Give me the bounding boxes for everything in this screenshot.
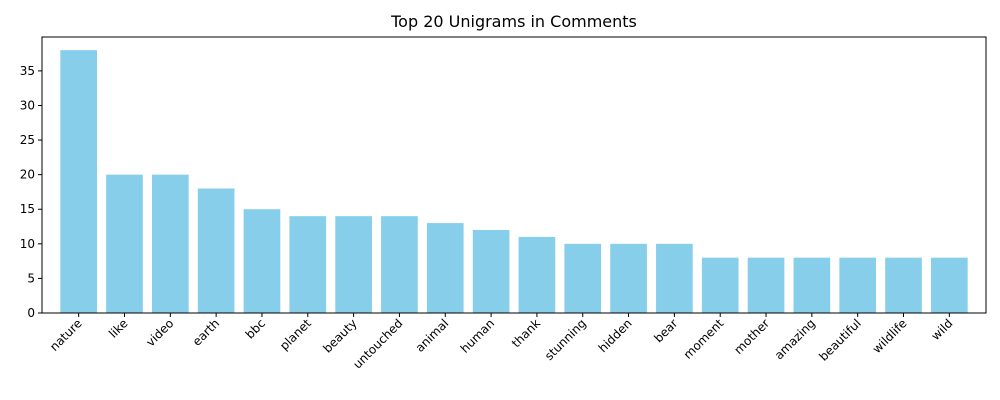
y-tick-label: 15 bbox=[20, 202, 35, 216]
x-tick-label: beauty bbox=[320, 316, 359, 355]
bar-earth bbox=[197, 188, 235, 313]
bar-planet bbox=[289, 216, 327, 313]
x-tick-label: earth bbox=[190, 316, 223, 349]
x-tick-label: untouched bbox=[350, 316, 405, 371]
bar-animal bbox=[426, 223, 464, 313]
chart-title: Top 20 Unigrams in Comments bbox=[391, 12, 637, 31]
bar-stunning bbox=[564, 243, 602, 313]
bar-thank bbox=[518, 236, 556, 313]
x-tick-label: hidden bbox=[596, 316, 635, 355]
bar-bear bbox=[656, 243, 693, 313]
x-tick-label: like bbox=[106, 316, 130, 340]
x-tick-label: amazing bbox=[772, 316, 818, 362]
y-tick-label: 35 bbox=[20, 64, 35, 78]
bar-untouched bbox=[381, 216, 418, 313]
y-tick-label: 30 bbox=[20, 98, 35, 112]
bar-human bbox=[472, 229, 510, 313]
x-tick-label: bbc bbox=[243, 316, 268, 341]
y-tick-label: 20 bbox=[20, 168, 35, 182]
bar-mother bbox=[747, 257, 785, 313]
x-tick-label: stunning bbox=[542, 316, 589, 363]
bar-beautiful bbox=[839, 257, 877, 313]
y-tick-label: 10 bbox=[20, 237, 35, 251]
y-tick-label: 0 bbox=[27, 306, 35, 320]
y-tick-label: 25 bbox=[20, 133, 35, 147]
x-tick-label: human bbox=[458, 316, 497, 355]
x-tick-label: animal bbox=[413, 316, 452, 355]
bar-wildlife bbox=[885, 257, 922, 313]
bar-beauty bbox=[335, 216, 372, 313]
bar-moment bbox=[701, 257, 739, 313]
x-tick-label: video bbox=[143, 316, 176, 349]
x-tick-label: thank bbox=[509, 316, 543, 350]
bar-like bbox=[106, 174, 143, 313]
x-tick-label: nature bbox=[47, 316, 85, 354]
bar-nature bbox=[60, 50, 97, 314]
x-tick-label: mother bbox=[731, 316, 772, 357]
bar-wild bbox=[931, 257, 968, 313]
bar-hidden bbox=[610, 243, 647, 313]
bar-video bbox=[151, 174, 189, 313]
y-tick-label: 5 bbox=[27, 271, 35, 285]
bar-amazing bbox=[793, 257, 831, 313]
bar-bbc bbox=[243, 209, 281, 313]
x-tick-label: moment bbox=[681, 316, 727, 362]
x-tick-label: wild bbox=[929, 316, 956, 343]
x-tick-label: beautiful bbox=[816, 316, 863, 363]
x-tick-label: planet bbox=[277, 316, 314, 353]
x-tick-label: bear bbox=[651, 316, 680, 345]
x-tick-label: wildlife bbox=[870, 316, 910, 356]
